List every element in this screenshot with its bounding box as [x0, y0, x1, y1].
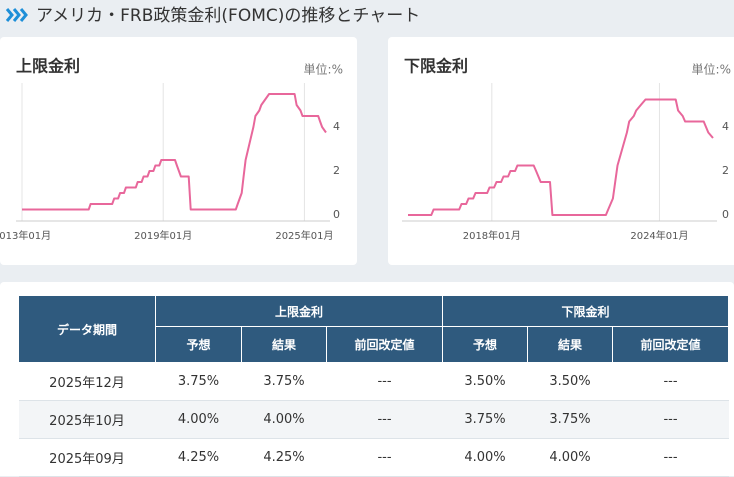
x-tick-label: 2025年01月 — [275, 229, 333, 242]
unit-label: 単位:% — [692, 62, 731, 77]
chart: 下限金利 単位:% 2018年01月 2024年01月 0 2 4 — [402, 57, 731, 242]
table-cell: 4.00% — [442, 438, 528, 477]
table-cell: 3.50% — [442, 362, 528, 401]
table-cell: --- — [612, 400, 729, 439]
table-cell: 4.25% — [241, 438, 327, 477]
header-icon — [5, 8, 28, 22]
table-cell: 4.00% — [241, 400, 327, 439]
header-cell: 予想 — [155, 326, 242, 363]
header-cell: 前回改定値 — [326, 326, 443, 363]
rate-table: データ期間 上限金利 下限金利 予想 結果 前回改定値 予想 結果 前回改定値 2025年… — [18, 295, 729, 477]
rate-line — [408, 98, 714, 216]
chart-card: 下限金利 単位:% 2018年01月 2024年01月 0 2 4 — [388, 37, 734, 265]
table-row: 2025年12月 3.75% 3.75% --- 3.50% 3.50% --- — [18, 362, 729, 401]
table-cell: 4.00% — [527, 438, 613, 477]
table-cell: 4.00% — [155, 400, 242, 439]
table-row: 2025年10月 4.00% 4.00% --- 3.75% 3.75% --- — [18, 400, 729, 439]
chart-title: 下限金利 — [404, 57, 468, 76]
x-tick-label: 2013年01月 — [0, 229, 51, 242]
header-cell: 下限金利 — [442, 295, 729, 327]
header-cell: 前回改定値 — [612, 326, 729, 363]
header: アメリカ・FRB政策金利(FOMC)の推移とチャート — [5, 6, 420, 26]
y-tick-label: 0 — [333, 208, 340, 221]
table-cell: 2025年10月 — [18, 400, 156, 439]
table-cell: --- — [326, 438, 443, 477]
table-cell: --- — [326, 400, 443, 439]
x-tick-label: 2018年01月 — [463, 229, 521, 242]
y-tick-label: 2 — [333, 164, 340, 177]
table-cell: --- — [612, 438, 729, 477]
table-cell: --- — [612, 362, 729, 401]
header-cell: 結果 — [527, 326, 613, 363]
table-cell: --- — [326, 362, 443, 401]
table-cell: 2025年09月 — [18, 438, 156, 477]
y-tick-label: 2 — [722, 164, 729, 177]
y-tick-label: 4 — [722, 120, 729, 133]
y-tick-label: 4 — [333, 120, 340, 133]
table-cell: 3.75% — [527, 400, 613, 439]
header-cell: データ期間 — [18, 295, 156, 363]
header-cell: 予想 — [442, 326, 528, 363]
table-cell: 3.50% — [527, 362, 613, 401]
y-tick-label: 0 — [722, 208, 729, 221]
x-tick-label: 2024年01月 — [630, 229, 688, 242]
header-cell: 結果 — [241, 326, 327, 363]
header-cell: 上限金利 — [155, 295, 443, 327]
table-row: 2025年09月 4.25% 4.25% --- 4.00% 4.00% --- — [18, 438, 729, 477]
chart-title: 上限金利 — [16, 57, 80, 76]
table-cell: 2025年12月 — [18, 362, 156, 401]
table-cell: 3.75% — [241, 362, 327, 401]
page-title: アメリカ・FRB政策金利(FOMC)の推移とチャート — [36, 6, 420, 26]
rate-line — [22, 93, 327, 211]
table-cell: 4.25% — [155, 438, 242, 477]
x-tick-label: 2019年01月 — [134, 229, 192, 242]
unit-label: 単位:% — [304, 62, 343, 77]
table-cell: 3.75% — [442, 400, 528, 439]
table-cell: 3.75% — [155, 362, 242, 401]
